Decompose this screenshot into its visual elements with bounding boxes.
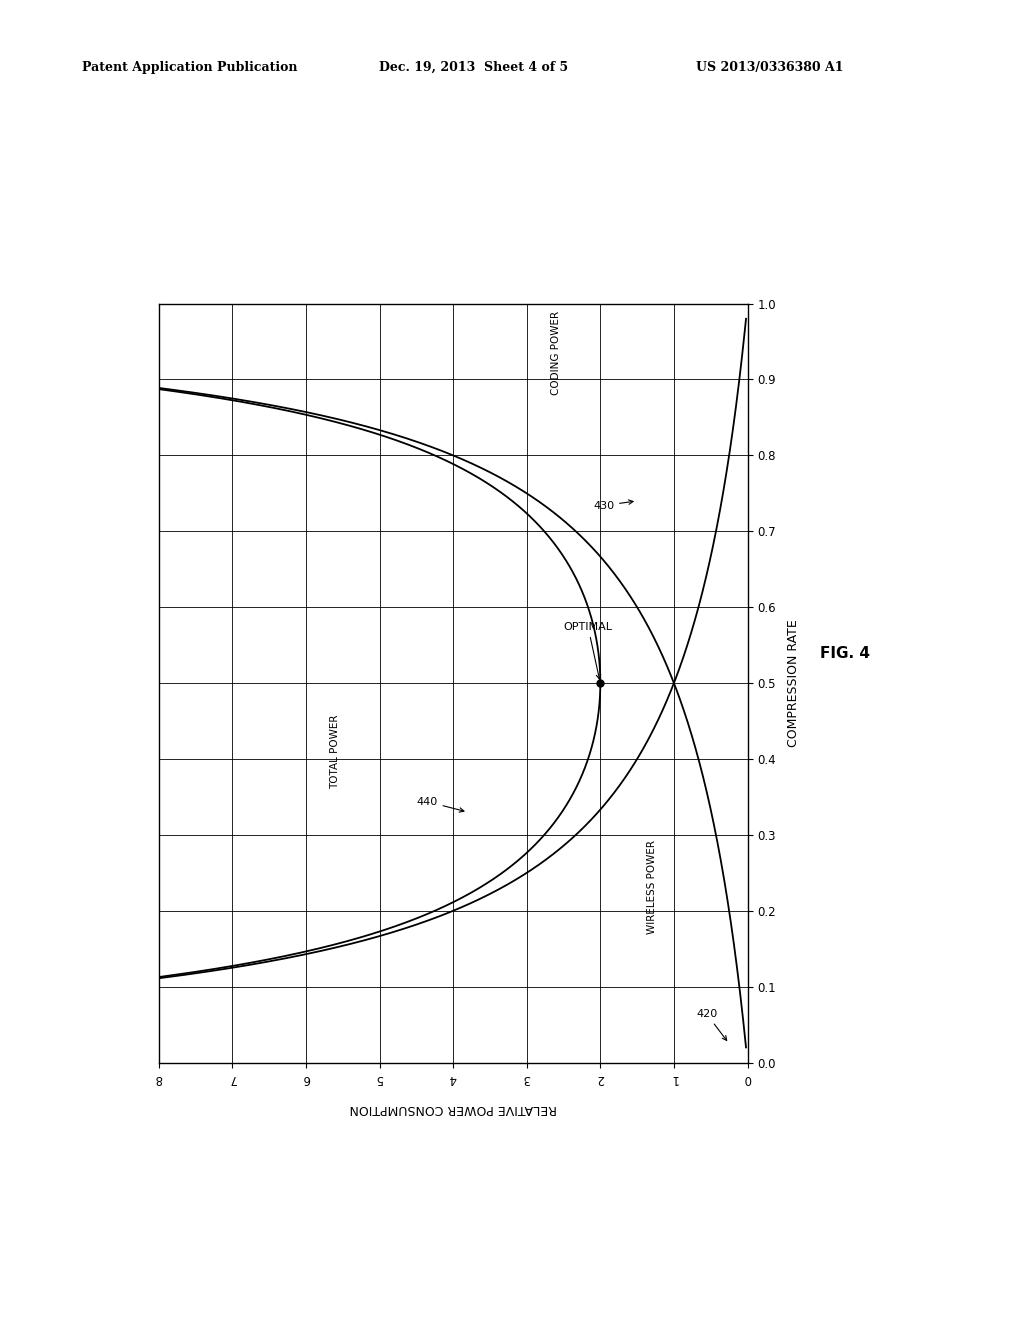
Text: 430: 430 bbox=[593, 500, 633, 511]
X-axis label: RELATIVE POWER CONSUMPTION: RELATIVE POWER CONSUMPTION bbox=[349, 1102, 557, 1115]
Text: CODING POWER: CODING POWER bbox=[551, 310, 561, 395]
Text: 420: 420 bbox=[696, 1008, 727, 1040]
Text: WIRELESS POWER: WIRELESS POWER bbox=[647, 840, 656, 933]
Text: 440: 440 bbox=[417, 796, 464, 812]
Text: Dec. 19, 2013  Sheet 4 of 5: Dec. 19, 2013 Sheet 4 of 5 bbox=[379, 61, 568, 74]
Text: US 2013/0336380 A1: US 2013/0336380 A1 bbox=[696, 61, 844, 74]
Text: OPTIMAL: OPTIMAL bbox=[563, 622, 612, 680]
Text: FIG. 4: FIG. 4 bbox=[820, 645, 869, 661]
Y-axis label: COMPRESSION RATE: COMPRESSION RATE bbox=[787, 619, 800, 747]
Text: Patent Application Publication: Patent Application Publication bbox=[82, 61, 297, 74]
Text: TOTAL POWER: TOTAL POWER bbox=[331, 715, 340, 789]
